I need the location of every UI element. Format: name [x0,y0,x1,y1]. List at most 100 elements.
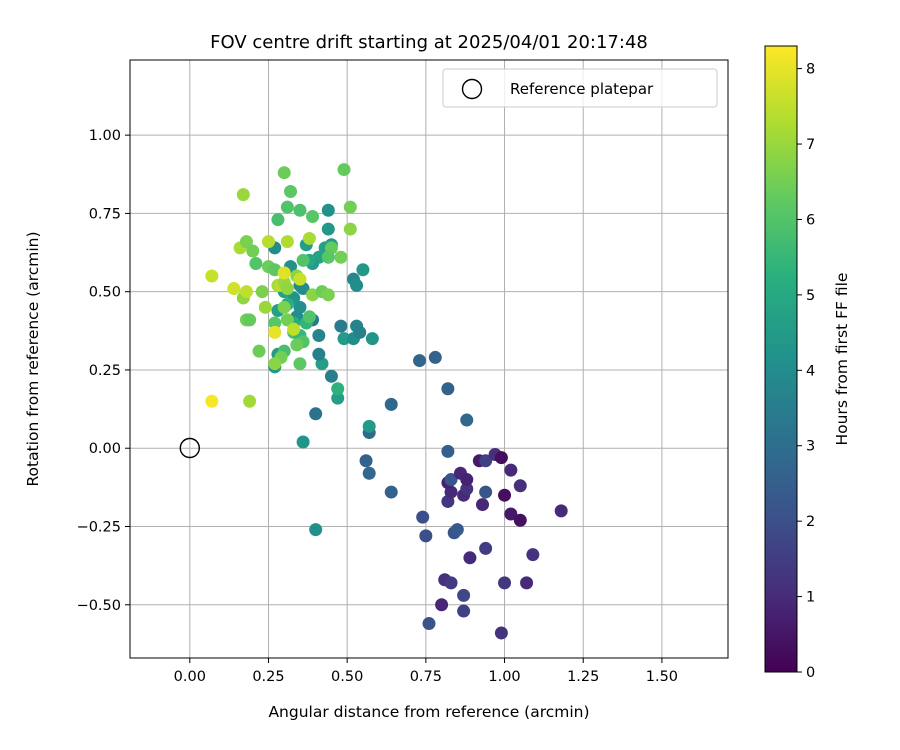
data-points [205,163,568,640]
y-tick-label: 0.50 [89,285,121,301]
data-point [312,347,326,361]
data-point [331,391,345,405]
data-point [302,310,316,324]
data-point [236,188,250,202]
colorbar-tick-label: 5 [806,288,815,304]
x-tick-label: 1.25 [567,669,599,685]
data-point [312,329,326,343]
data-point [296,435,310,449]
legend-box [442,68,718,108]
data-point [246,244,260,258]
data-point [309,407,323,421]
x-tick-label: 0.75 [410,669,442,685]
data-point [268,316,282,330]
data-point [334,319,348,333]
legend: Reference platepar [442,68,718,108]
data-point [356,263,370,277]
y-axis-label: Rotation from reference (arcmin) [24,231,42,486]
data-point [337,163,351,177]
data-point [419,529,433,543]
data-point [277,266,291,280]
data-point [384,485,398,499]
y-tick-label: 1.00 [89,128,121,144]
data-point [334,250,348,264]
colorbar-tick-label: 6 [806,212,815,228]
data-point [520,576,534,590]
data-point [479,541,493,555]
data-point [513,479,527,493]
data-point [362,466,376,480]
legend-marker-icon [461,78,483,100]
data-point [444,473,458,487]
data-point [255,285,269,299]
data-point [258,300,272,314]
data-point [365,332,379,346]
data-point [252,344,266,358]
x-tick-label: 0.00 [174,669,206,685]
data-point [205,394,219,408]
data-point [280,282,294,296]
y-tick-label: 0.25 [89,363,121,379]
data-point [428,350,442,364]
data-point [359,454,373,468]
data-point [450,523,464,537]
data-point [479,485,493,499]
data-point [321,250,335,264]
data-point [350,278,364,292]
data-point [460,473,474,487]
data-point [362,419,376,433]
data-point [441,382,455,396]
data-point [321,203,335,217]
y-tick-label: −0.25 [77,520,121,536]
data-point [243,394,257,408]
y-axis-ticks: −0.50 −0.25 0.00 0.25 0.50 0.75 1.00 [77,128,130,614]
colorbar-ticks: 0 1 2 3 4 5 6 7 8 [797,62,815,681]
data-point [343,200,357,214]
data-point [422,617,436,631]
data-point [321,288,335,302]
data-point [504,463,518,477]
data-point [321,222,335,236]
data-point [413,354,427,368]
data-point [435,598,449,612]
colorbar-tick-label: 2 [806,514,815,530]
data-point [280,200,294,214]
data-point [460,413,474,427]
colorbar-tick-label: 8 [806,62,815,78]
x-axis-label: Angular distance from reference (arcmin) [268,703,589,721]
data-point [343,222,357,236]
data-point [280,235,294,249]
colorbar-tick-label: 3 [806,439,815,455]
data-point [293,203,307,217]
x-tick-label: 0.50 [331,669,363,685]
colorbar-gradient [764,45,798,673]
data-point [460,482,474,496]
colorbar: 0 1 2 3 4 5 6 7 8 Hours from first FF file [764,45,851,681]
data-point [261,235,275,249]
plot-frame [129,59,729,659]
data-point [331,382,345,396]
x-tick-label: 1.50 [646,669,678,685]
data-point [513,513,527,527]
data-point [457,604,471,618]
data-point [457,588,471,602]
data-point [290,338,304,352]
colorbar-label: Hours from first FF file [833,273,851,446]
data-point [441,444,455,458]
data-point [526,548,540,562]
data-point [476,498,490,512]
data-point [463,551,477,565]
data-point [498,488,512,502]
data-point [249,257,263,271]
data-point [498,576,512,590]
data-point [243,313,257,327]
data-point [239,285,253,299]
data-point [494,451,508,465]
data-point [280,313,294,327]
data-point [479,454,493,468]
y-tick-label: −0.50 [77,598,121,614]
x-tick-label: 0.25 [252,669,284,685]
data-point [268,357,282,371]
data-point [353,325,367,339]
